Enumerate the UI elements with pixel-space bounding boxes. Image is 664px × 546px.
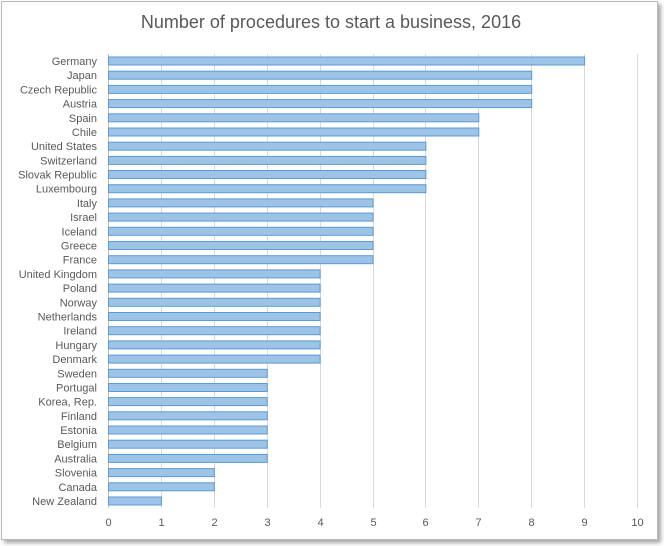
x-tick-label: 7 xyxy=(475,517,481,529)
x-tick-label: 5 xyxy=(370,517,376,529)
category-label: Hungary xyxy=(55,340,97,352)
category-label: Italy xyxy=(77,198,98,210)
bar xyxy=(108,184,427,194)
bar xyxy=(108,141,427,151)
bar xyxy=(108,84,533,94)
category-label: Austria xyxy=(63,99,98,111)
category-label: Portugal xyxy=(56,383,97,395)
category-label: France xyxy=(63,255,97,267)
category-label: Ireland xyxy=(63,326,97,338)
bar xyxy=(108,255,374,265)
bar xyxy=(108,198,374,208)
bar xyxy=(108,269,321,279)
category-label: Czech Republic xyxy=(20,84,98,96)
category-label: Finland xyxy=(61,411,97,423)
category-labels: Germany Japan Czech Republic Austria Spain Ch… xyxy=(18,56,98,508)
bar xyxy=(108,368,268,378)
bar xyxy=(108,397,268,407)
category-label: Estonia xyxy=(60,425,98,437)
bar xyxy=(108,113,480,123)
category-label: Iceland xyxy=(62,226,97,238)
category-label: Canada xyxy=(58,482,97,494)
bar xyxy=(108,411,268,421)
category-label: Sweden xyxy=(57,368,97,380)
bar xyxy=(108,496,162,506)
bars xyxy=(108,56,586,506)
category-label: Slovak Republic xyxy=(18,170,97,182)
bar xyxy=(108,425,268,435)
bar xyxy=(108,226,374,236)
category-label: Greece xyxy=(61,241,97,253)
bar xyxy=(108,127,480,137)
bar xyxy=(108,212,374,222)
bar xyxy=(108,99,533,109)
x-tick-label: 1 xyxy=(158,517,164,529)
bar xyxy=(108,482,215,492)
category-label: Luxembourg xyxy=(36,184,97,196)
category-label: Korea, Rep. xyxy=(38,397,97,409)
category-label: Poland xyxy=(63,283,97,295)
category-label: Israel xyxy=(70,212,97,224)
category-label: Australia xyxy=(54,453,98,465)
x-tick-label: 2 xyxy=(211,517,217,529)
x-tick-label: 9 xyxy=(581,517,587,529)
x-tick-label: 3 xyxy=(264,517,270,529)
bar xyxy=(108,326,321,336)
bar xyxy=(108,170,427,179)
category-label: Japan xyxy=(67,70,97,82)
category-label: Netherlands xyxy=(38,312,98,324)
category-label: Norway xyxy=(60,297,98,309)
chart-title: Number of procedures to start a business… xyxy=(141,12,521,32)
bar xyxy=(108,70,533,80)
category-label: Chile xyxy=(72,127,97,139)
bar xyxy=(108,155,427,165)
bar xyxy=(108,312,321,321)
category-label: Switzerland xyxy=(40,155,97,167)
bar xyxy=(108,340,321,350)
bar xyxy=(108,241,374,250)
category-label: New Zealand xyxy=(32,496,97,508)
category-label: United States xyxy=(31,141,98,153)
bar xyxy=(108,297,321,307)
category-label: Slovenia xyxy=(55,468,98,480)
category-label: Denmark xyxy=(52,354,97,366)
category-label: United Kingdom xyxy=(19,269,97,281)
bar xyxy=(108,453,268,463)
x-tick-label: 6 xyxy=(422,517,428,529)
x-tick-label: 0 xyxy=(105,517,111,529)
category-label: Belgium xyxy=(57,439,97,451)
x-tick-label: 10 xyxy=(631,517,643,529)
bar xyxy=(108,283,321,293)
category-label: Spain xyxy=(69,113,97,125)
bar xyxy=(108,439,268,449)
x-tick-label: 8 xyxy=(528,517,534,529)
category-label: Germany xyxy=(52,56,98,68)
bar xyxy=(108,383,268,392)
bar xyxy=(108,354,321,364)
bar xyxy=(108,468,215,478)
bar xyxy=(108,56,586,66)
x-tick-labels: 0 1 2 3 4 5 6 7 8 9 10 xyxy=(105,517,643,529)
x-tick-label: 4 xyxy=(317,517,323,529)
